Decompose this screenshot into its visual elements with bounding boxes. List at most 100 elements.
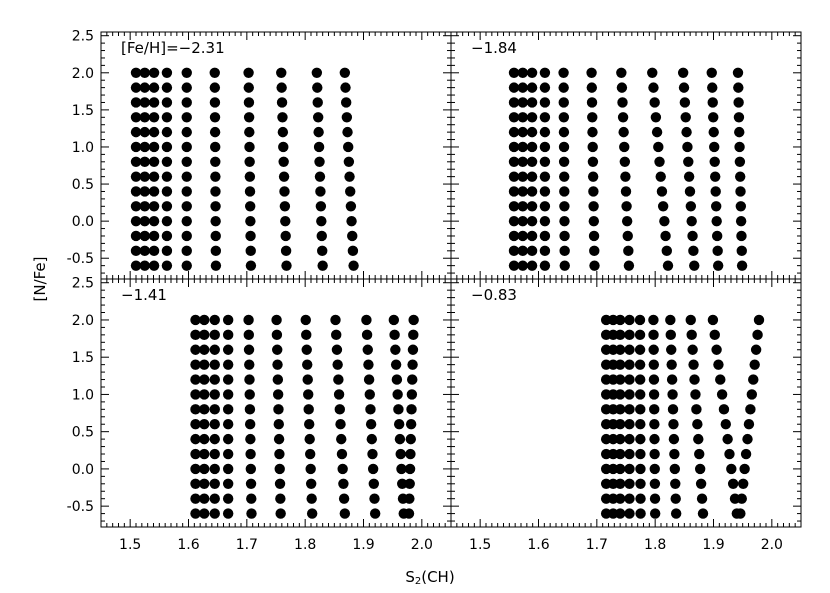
data-point bbox=[508, 245, 520, 257]
data-point bbox=[614, 508, 626, 519]
data-point bbox=[279, 186, 290, 197]
data-point bbox=[244, 156, 255, 168]
data-point bbox=[558, 67, 569, 78]
data-point bbox=[624, 463, 635, 475]
data-point bbox=[315, 186, 326, 197]
data-point bbox=[181, 156, 192, 168]
data-point bbox=[734, 126, 745, 138]
data-point bbox=[316, 215, 327, 227]
data-point bbox=[367, 448, 378, 460]
y-axis-title: [N/Fe] bbox=[31, 256, 49, 301]
data-point bbox=[139, 67, 150, 78]
data-point bbox=[271, 329, 283, 341]
data-point bbox=[181, 201, 192, 212]
data-point bbox=[620, 171, 631, 182]
data-point bbox=[199, 404, 210, 415]
data-point bbox=[148, 97, 160, 108]
data-point bbox=[243, 314, 254, 326]
data-point bbox=[539, 230, 551, 242]
data-point bbox=[407, 374, 418, 385]
data-point bbox=[517, 245, 528, 257]
data-point bbox=[526, 141, 538, 153]
data-point bbox=[655, 171, 666, 182]
data-point bbox=[337, 463, 348, 475]
data-point bbox=[311, 67, 323, 78]
data-point bbox=[272, 344, 283, 355]
data-point bbox=[280, 215, 291, 227]
data-point bbox=[272, 359, 283, 370]
data-point bbox=[624, 448, 635, 460]
data-point bbox=[222, 314, 234, 326]
data-point bbox=[222, 374, 234, 385]
data-point bbox=[614, 448, 626, 460]
data-point bbox=[526, 171, 538, 182]
data-point bbox=[130, 245, 142, 257]
data-point bbox=[753, 314, 765, 326]
data-point bbox=[306, 508, 318, 519]
panel-frame bbox=[450, 31, 802, 280]
data-point bbox=[148, 171, 160, 182]
data-point bbox=[222, 433, 234, 445]
data-point bbox=[649, 448, 660, 460]
data-point bbox=[683, 156, 694, 168]
data-point bbox=[210, 156, 221, 168]
data-point bbox=[624, 389, 635, 400]
data-point bbox=[587, 126, 598, 138]
data-point bbox=[210, 260, 222, 271]
data-point bbox=[343, 156, 355, 168]
data-point bbox=[682, 141, 693, 153]
data-point bbox=[586, 82, 598, 93]
data-point bbox=[300, 314, 311, 326]
data-point bbox=[648, 344, 659, 355]
data-point bbox=[735, 508, 746, 519]
data-point bbox=[303, 389, 314, 400]
y-tick-label: 2.0 bbox=[72, 313, 94, 329]
data-point bbox=[139, 186, 150, 197]
data-point bbox=[712, 260, 724, 271]
y-tick-label: 1.5 bbox=[72, 350, 94, 366]
data-point bbox=[517, 215, 528, 227]
data-point bbox=[243, 97, 255, 108]
data-point bbox=[161, 82, 173, 93]
data-point bbox=[181, 97, 192, 108]
data-point bbox=[709, 141, 720, 153]
data-point bbox=[339, 67, 351, 78]
data-point bbox=[711, 230, 723, 242]
data-point bbox=[209, 141, 221, 153]
data-point bbox=[666, 374, 678, 385]
data-point bbox=[394, 433, 406, 445]
data-point bbox=[712, 245, 723, 257]
data-point bbox=[330, 314, 341, 326]
data-point bbox=[670, 508, 682, 519]
data-point bbox=[735, 201, 747, 212]
data-point bbox=[302, 359, 313, 370]
data-point bbox=[710, 171, 721, 182]
data-point bbox=[181, 67, 192, 78]
data-point bbox=[209, 404, 220, 415]
data-point bbox=[365, 419, 377, 430]
data-point bbox=[340, 97, 352, 108]
data-point bbox=[148, 186, 160, 197]
data-point bbox=[622, 230, 633, 242]
data-point bbox=[709, 329, 720, 341]
data-point bbox=[634, 374, 646, 385]
data-point bbox=[347, 245, 359, 257]
data-point bbox=[748, 374, 759, 385]
data-point bbox=[726, 463, 737, 475]
x-tick-label: 2.0 bbox=[411, 537, 433, 553]
data-point bbox=[278, 141, 289, 153]
data-point bbox=[161, 156, 173, 168]
data-point bbox=[315, 201, 327, 212]
data-point bbox=[711, 344, 722, 355]
data-point bbox=[587, 112, 598, 123]
data-point bbox=[539, 82, 551, 93]
data-point bbox=[614, 359, 626, 370]
data-point bbox=[139, 171, 150, 182]
data-point bbox=[558, 82, 569, 93]
data-point bbox=[735, 215, 747, 227]
data-point bbox=[209, 419, 220, 430]
data-point bbox=[302, 374, 313, 385]
data-point bbox=[210, 201, 221, 212]
data-point bbox=[508, 171, 520, 182]
data-point bbox=[685, 314, 696, 326]
